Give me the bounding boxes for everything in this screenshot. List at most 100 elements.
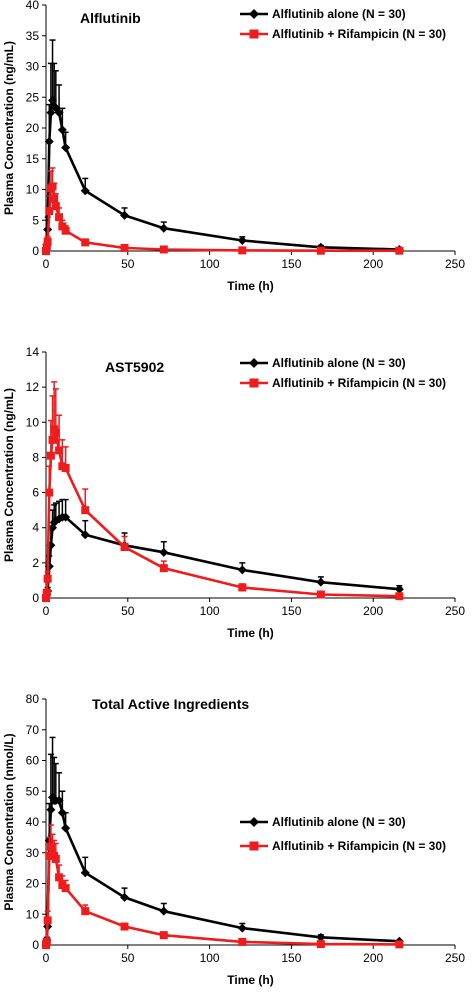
data-point [48, 182, 57, 191]
data-point [81, 506, 90, 515]
data-point [57, 808, 67, 818]
legend-label: Alflutinib + Rifampicin (N = 30) [272, 376, 446, 390]
y-axis-label: Plasma Concentration (nmol/L) [2, 733, 16, 910]
series-alone [41, 39, 404, 256]
y-tick-label: 5 [32, 213, 39, 227]
data-point [42, 594, 50, 602]
data-point [43, 916, 52, 925]
data-point [395, 246, 404, 255]
data-point [51, 854, 60, 863]
legend-marker [249, 358, 259, 368]
series-line [44, 99, 400, 252]
x-axis-label: Time (h) [227, 279, 273, 293]
data-point [316, 932, 326, 942]
panel-title: Alflutinib [80, 10, 141, 26]
x-tick-label: 50 [121, 951, 135, 965]
data-point [120, 892, 130, 902]
chart-panel-3: 0 10 20 30 40 50 60 70 80 0 50 100 150 200 250 Time (h)… [2, 692, 465, 987]
y-tick-label: 10 [26, 183, 40, 197]
y-axis-label: Plasma Concentration (ng/mL) [2, 388, 16, 562]
x-tick-label: 250 [445, 257, 465, 271]
data-point [316, 590, 325, 599]
data-point [159, 564, 168, 573]
data-point [51, 428, 60, 437]
chart-panel-1: 0 5 10 15 20 25 30 35 40 0 50 100 150 200 250 Time (h) P… [2, 0, 465, 293]
y-tick-label: 20 [26, 877, 40, 891]
data-point [316, 940, 325, 949]
data-point [237, 565, 247, 575]
data-point [395, 592, 404, 601]
data-point [46, 451, 55, 460]
x-tick-label: 0 [43, 604, 50, 618]
legend-marker [249, 817, 259, 827]
data-point [159, 547, 169, 557]
data-point [46, 108, 56, 118]
data-point [45, 488, 54, 497]
legend-entry: Alflutinib alone (N = 30) [240, 356, 406, 370]
y-tick-label: 0 [32, 938, 39, 952]
data-point [395, 940, 404, 949]
legend-entry: Alflutinib alone (N = 30) [240, 7, 406, 21]
data-point [120, 543, 129, 552]
data-point [54, 108, 64, 118]
x-tick-label: 0 [43, 257, 50, 271]
data-point [238, 937, 247, 946]
series-rifampicin [42, 381, 404, 602]
y-tick-label: 6 [32, 486, 39, 500]
series-line [44, 424, 400, 599]
legend-marker [249, 29, 259, 39]
x-tick-label: 150 [281, 951, 301, 965]
y-tick-label: 70 [26, 723, 40, 737]
series-rifampicin [42, 167, 404, 255]
x-tick-label: 250 [445, 604, 465, 618]
x-tick-label: 100 [200, 257, 220, 271]
data-point [81, 907, 90, 916]
data-point [237, 236, 247, 246]
data-point [44, 137, 54, 147]
y-tick-label: 12 [26, 380, 40, 394]
data-point [316, 246, 325, 255]
legend-label: Alflutinib alone (N = 30) [272, 7, 406, 21]
y-tick-label: 0 [32, 244, 39, 258]
y-tick-label: 10 [26, 415, 40, 429]
x-tick-label: 0 [43, 951, 50, 965]
legend-label: Alflutinib + Rifampicin (N = 30) [272, 27, 446, 41]
legend-entry: Alflutinib + Rifampicin (N = 30) [240, 27, 446, 41]
data-point [42, 937, 51, 946]
data-point [55, 446, 64, 455]
legend-marker [249, 378, 259, 388]
data-point [51, 202, 60, 211]
legend-marker [249, 9, 259, 19]
legend-label: Alflutinib + Rifampicin (N = 30) [272, 839, 446, 853]
data-point [61, 823, 71, 833]
data-point [80, 530, 90, 540]
data-point [46, 842, 55, 851]
y-tick-label: 8 [32, 450, 39, 464]
y-tick-label: 35 [26, 29, 40, 43]
data-point [50, 194, 59, 203]
legend-label: Alflutinib alone (N = 30) [272, 815, 406, 829]
x-tick-label: 250 [445, 951, 465, 965]
y-tick-label: 20 [26, 121, 40, 135]
data-point [61, 143, 71, 153]
data-point [238, 583, 247, 592]
data-point [61, 226, 70, 235]
data-point [237, 923, 247, 933]
y-tick-label: 4 [32, 521, 39, 535]
data-point [43, 574, 52, 583]
data-point [159, 245, 168, 254]
series-line [44, 846, 400, 946]
data-point [61, 512, 71, 522]
data-point [58, 222, 67, 231]
x-tick-label: 150 [281, 604, 301, 618]
data-point [316, 577, 326, 587]
data-point [61, 884, 70, 893]
y-tick-label: 15 [26, 152, 40, 166]
data-point [120, 243, 129, 252]
data-point [238, 246, 247, 255]
series-line [44, 183, 400, 252]
data-point [55, 873, 64, 882]
data-point [120, 922, 129, 931]
